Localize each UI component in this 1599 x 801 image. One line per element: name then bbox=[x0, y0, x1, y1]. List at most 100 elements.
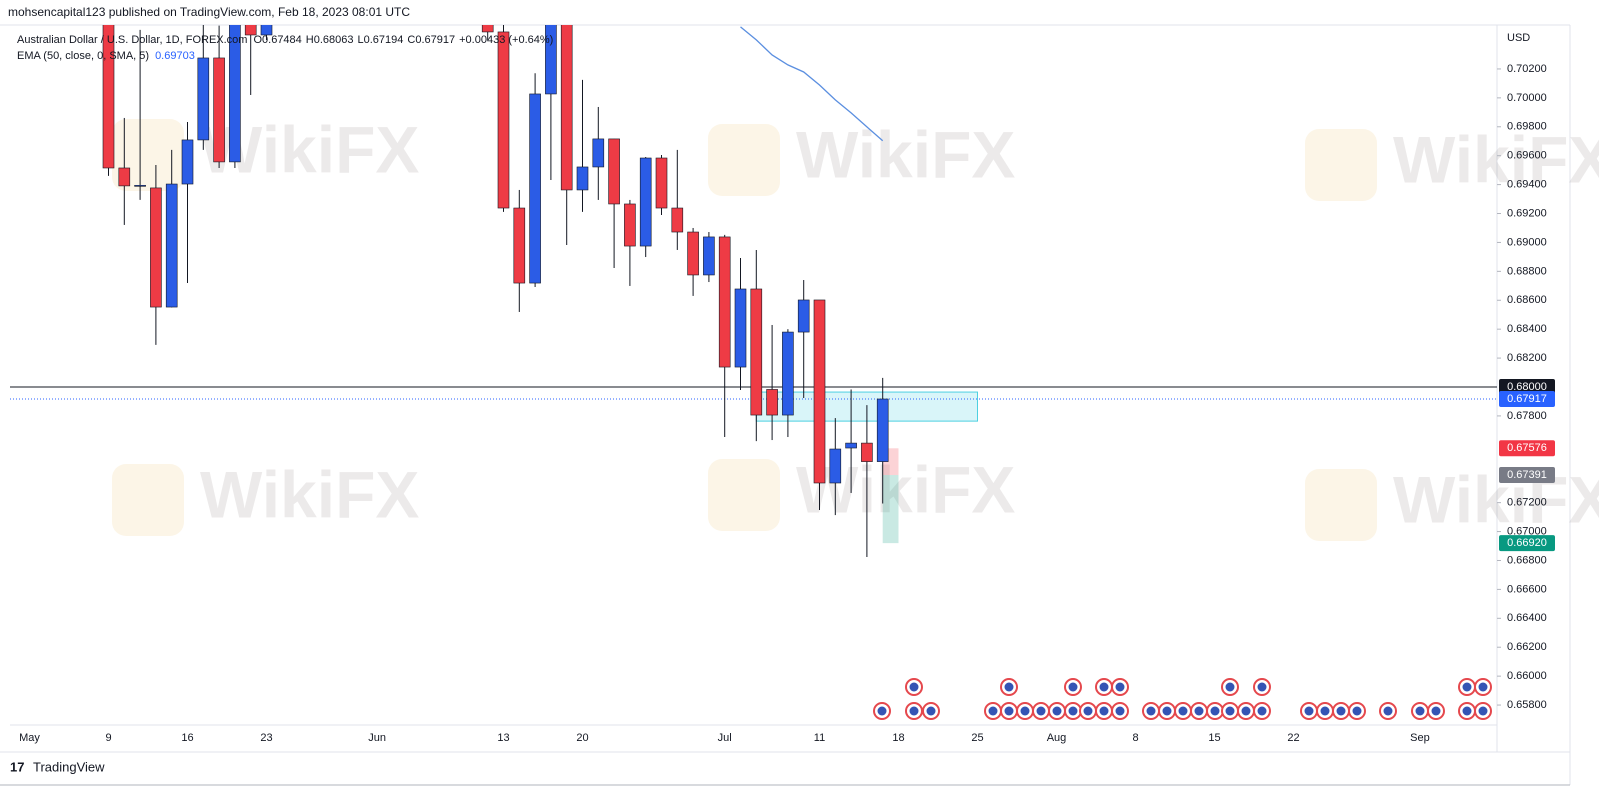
y-tick-label: 0.66600 bbox=[1507, 583, 1547, 595]
series-name: EMA (50, close, 0, SMA, 5) bbox=[17, 50, 149, 62]
y-tick-label: 0.67200 bbox=[1507, 497, 1547, 509]
price-tag bbox=[1499, 535, 1555, 552]
ohlc-label: L0.67194 bbox=[358, 34, 404, 46]
candle-up bbox=[829, 448, 842, 484]
x-tick-label: 9 bbox=[105, 732, 111, 744]
price-tag-label: 0.66920 bbox=[1507, 537, 1547, 549]
event-icon-flag bbox=[1241, 706, 1251, 716]
candle-down bbox=[671, 207, 684, 233]
event-icon-flag bbox=[1162, 706, 1172, 716]
candle-down bbox=[513, 207, 526, 284]
watermark: WikiFX bbox=[796, 117, 1015, 191]
candle-down bbox=[624, 203, 636, 247]
event-icon-flag bbox=[1210, 706, 1220, 716]
candle-down bbox=[150, 187, 162, 308]
change: +0.00433 (+0.64%) bbox=[459, 34, 553, 46]
candle-up bbox=[703, 236, 715, 276]
ohlc-label: O0.67484 bbox=[253, 34, 301, 46]
event-icon-flag bbox=[1257, 682, 1267, 692]
event-icon-flag bbox=[1383, 706, 1393, 716]
plot-area bbox=[10, 25, 1497, 558]
x-tick-label: 13 bbox=[497, 732, 509, 744]
price-tag-label: 0.67576 bbox=[1507, 442, 1547, 454]
event-icon-flag bbox=[1052, 706, 1062, 716]
event-icon-flag bbox=[1004, 706, 1014, 716]
publisher: mohsencapital123 published on TradingVie… bbox=[8, 5, 410, 19]
event-icon-flag bbox=[1415, 706, 1425, 716]
brand[interactable]: 17 TradingView bbox=[10, 759, 105, 774]
candle-up bbox=[876, 398, 889, 462]
y-tick-label: 0.67000 bbox=[1507, 525, 1547, 537]
watermark: WikiFX bbox=[1393, 122, 1599, 196]
event-icon-flag bbox=[1004, 682, 1014, 692]
x-tick-label: 8 bbox=[1132, 732, 1138, 744]
price-tag-label: 0.67391 bbox=[1507, 469, 1547, 481]
candle-up bbox=[576, 166, 589, 191]
y-tick-label: 0.69200 bbox=[1507, 207, 1547, 219]
candle-up bbox=[229, 25, 241, 163]
candle-down bbox=[687, 231, 699, 276]
x-tick-label: Jul bbox=[718, 732, 732, 744]
y-tick-label: 0.66000 bbox=[1507, 670, 1547, 682]
axis-unit: USD bbox=[1507, 32, 1530, 44]
event-icon-flag bbox=[909, 706, 919, 716]
candle-up bbox=[592, 138, 605, 168]
event-icon-flag bbox=[1115, 682, 1125, 692]
x-tick-label: 20 bbox=[576, 732, 588, 744]
event-icon-flag bbox=[1115, 706, 1125, 716]
y-tick-label: 0.69800 bbox=[1507, 121, 1547, 133]
candle-down bbox=[718, 236, 731, 368]
brand-name[interactable]: TradingView bbox=[33, 759, 105, 774]
event-icon-flag bbox=[926, 706, 936, 716]
event-icon-flag bbox=[1068, 682, 1078, 692]
y-tick-label: 0.68200 bbox=[1507, 352, 1547, 364]
event-icon-flag bbox=[1320, 706, 1330, 716]
x-tick-label: Jun bbox=[368, 732, 386, 744]
candle-down bbox=[750, 288, 763, 416]
x-tick-label: Aug bbox=[1047, 732, 1067, 744]
candle-up bbox=[797, 299, 810, 333]
event-icon-flag bbox=[1225, 682, 1235, 692]
y-tick-label: 0.66400 bbox=[1507, 612, 1547, 624]
indicator-legend: EMA (50, close, 0, SMA, 5) 0.69703 bbox=[17, 50, 195, 62]
watermark: WikiFX bbox=[1393, 462, 1599, 536]
indicator-value: 0.69703 bbox=[155, 50, 195, 62]
y-tick-label: 0.69000 bbox=[1507, 236, 1547, 248]
candle-down bbox=[213, 57, 225, 163]
candle-down bbox=[560, 25, 573, 191]
event-icon-flag bbox=[988, 706, 998, 716]
event-icon-flag bbox=[1478, 682, 1488, 692]
y-tick-label: 0.68400 bbox=[1507, 323, 1547, 335]
event-icon-flag bbox=[1020, 706, 1030, 716]
candle-up bbox=[260, 25, 273, 36]
watermark: WikiFX bbox=[796, 452, 1015, 526]
x-tick-label: May bbox=[19, 732, 40, 744]
event-icon-flag bbox=[1462, 682, 1472, 692]
y-tick-label: 0.68600 bbox=[1507, 294, 1547, 306]
event-icon-flag bbox=[1068, 706, 1078, 716]
candle-up bbox=[734, 288, 747, 368]
y-tick-label: 0.68800 bbox=[1507, 265, 1547, 277]
x-tick-label: Sep bbox=[1410, 732, 1430, 744]
price-tag bbox=[1499, 467, 1555, 484]
watermark-logo bbox=[708, 459, 780, 531]
position-reward bbox=[882, 475, 899, 544]
candle-down bbox=[481, 25, 494, 33]
candle-down bbox=[861, 442, 873, 462]
x-tick-label: 15 bbox=[1208, 732, 1220, 744]
event-icon-flag bbox=[1178, 706, 1188, 716]
event-icon-flag bbox=[1257, 706, 1267, 716]
y-tick-label: 0.69400 bbox=[1507, 179, 1547, 191]
price-tag-label: 0.67917 bbox=[1507, 393, 1547, 405]
watermark-logo bbox=[1305, 129, 1377, 201]
event-icon-flag bbox=[1146, 706, 1156, 716]
event-icon-flag bbox=[1194, 706, 1204, 716]
candle-up bbox=[782, 331, 794, 416]
watermark-logo bbox=[1305, 469, 1377, 541]
candle-up bbox=[134, 185, 146, 187]
event-icon-flag bbox=[1099, 682, 1109, 692]
event-icon-flag bbox=[1462, 706, 1472, 716]
event-icon-flag bbox=[877, 706, 887, 716]
candle-down bbox=[102, 25, 115, 169]
